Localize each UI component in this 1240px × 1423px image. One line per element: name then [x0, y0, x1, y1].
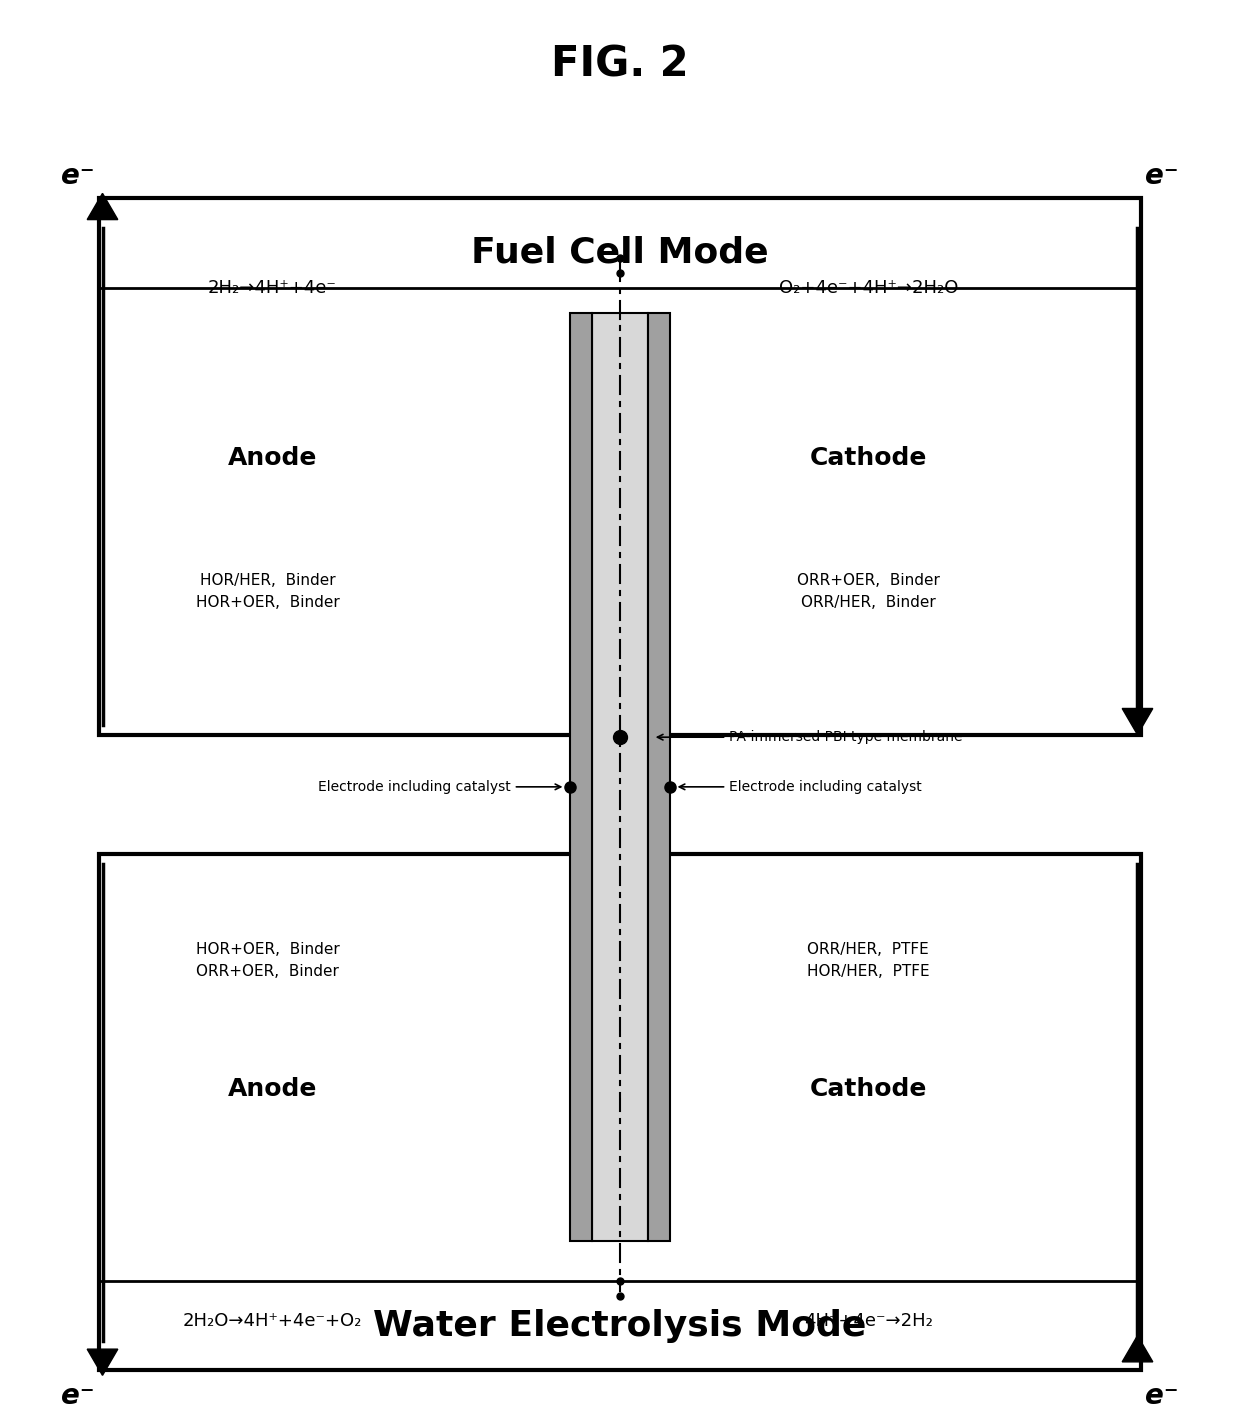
Polygon shape [1122, 1336, 1153, 1362]
Text: e⁻: e⁻ [1146, 1382, 1179, 1410]
Text: HOR+OER,  Binder
ORR+OER,  Binder: HOR+OER, Binder ORR+OER, Binder [196, 942, 340, 979]
Text: Cathode: Cathode [810, 1077, 928, 1101]
Text: Water Electrolysis Mode: Water Electrolysis Mode [373, 1309, 867, 1343]
Text: O₂+4e⁻+4H⁺→2H₂O: O₂+4e⁻+4H⁺→2H₂O [779, 279, 959, 297]
Text: ORR/HER,  PTFE
HOR/HER,  PTFE: ORR/HER, PTFE HOR/HER, PTFE [807, 942, 930, 979]
Bar [593, 313, 647, 1241]
Text: e⁻: e⁻ [61, 162, 94, 191]
Text: PA-immersed PBI type membrane: PA-immersed PBI type membrane [657, 730, 962, 744]
Polygon shape [1122, 709, 1153, 734]
Text: Anode: Anode [228, 1077, 317, 1101]
Text: 4H⁺+4e⁻→2H₂: 4H⁺+4e⁻→2H₂ [804, 1312, 932, 1331]
Bar [98, 854, 1142, 1370]
Bar [98, 198, 1142, 734]
Text: Anode: Anode [228, 445, 317, 470]
Polygon shape [87, 1349, 118, 1376]
Bar [570, 313, 593, 1241]
Text: e⁻: e⁻ [1146, 162, 1179, 191]
Text: Cathode: Cathode [810, 445, 928, 470]
Polygon shape [87, 194, 118, 219]
Text: 2H₂→4H⁺+4e⁻: 2H₂→4H⁺+4e⁻ [208, 279, 337, 297]
Text: 2H₂O→4H⁺+4e⁻+O₂: 2H₂O→4H⁺+4e⁻+O₂ [182, 1312, 362, 1331]
Text: ORR+OER,  Binder
ORR/HER,  Binder: ORR+OER, Binder ORR/HER, Binder [797, 573, 940, 610]
Text: HOR/HER,  Binder
HOR+OER,  Binder: HOR/HER, Binder HOR+OER, Binder [196, 573, 340, 610]
Text: e⁻: e⁻ [61, 1382, 94, 1410]
Text: Electrode including catalyst: Electrode including catalyst [680, 780, 923, 794]
Bar [647, 313, 670, 1241]
Text: Fuel Cell Mode: Fuel Cell Mode [471, 236, 769, 270]
Text: Electrode including catalyst: Electrode including catalyst [317, 780, 560, 794]
Text: FIG. 2: FIG. 2 [552, 43, 688, 85]
